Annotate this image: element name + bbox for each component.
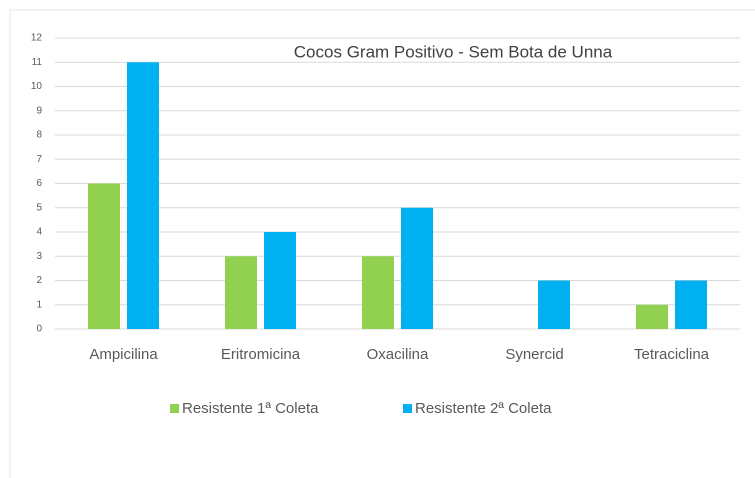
chart-frame	[9, 9, 755, 478]
chart-title: Cocos Gram Positivo - Sem Bota de Unna	[294, 42, 613, 61]
y-tick-label: 8	[36, 130, 42, 141]
y-tick-label: 12	[31, 33, 43, 44]
y-tick-label: 0	[36, 324, 42, 335]
legend-label: Resistente 2ª Coleta	[415, 400, 552, 417]
y-tick-label: 2	[36, 275, 42, 286]
x-tick-label: Eritromicina	[221, 346, 301, 363]
bar	[362, 256, 394, 329]
bar	[264, 232, 296, 329]
legend-swatch	[170, 404, 179, 413]
legend-swatch	[403, 404, 412, 413]
y-tick-label: 5	[36, 202, 42, 213]
y-tick-label: 4	[36, 227, 42, 238]
y-tick-label: 11	[32, 57, 43, 68]
bar	[225, 256, 257, 329]
y-tick-label: 6	[36, 178, 42, 189]
bar	[401, 207, 433, 329]
y-tick-label: 7	[36, 154, 42, 165]
legend-label: Resistente 1ª Coleta	[182, 400, 319, 417]
x-tick-label: Oxacilina	[367, 346, 429, 363]
bar	[675, 280, 707, 329]
x-tick-label: Tetraciclina	[634, 346, 710, 363]
x-tick-label: Synercid	[505, 346, 563, 363]
x-tick-label: Ampicilina	[89, 346, 158, 363]
y-tick-label: 10	[31, 81, 43, 92]
y-tick-label: 9	[36, 105, 42, 116]
bar	[636, 304, 668, 329]
bar	[88, 183, 120, 329]
bar	[127, 62, 159, 329]
y-tick-label: 3	[36, 251, 42, 262]
bar	[538, 280, 570, 329]
y-tick-label: 1	[36, 299, 42, 310]
